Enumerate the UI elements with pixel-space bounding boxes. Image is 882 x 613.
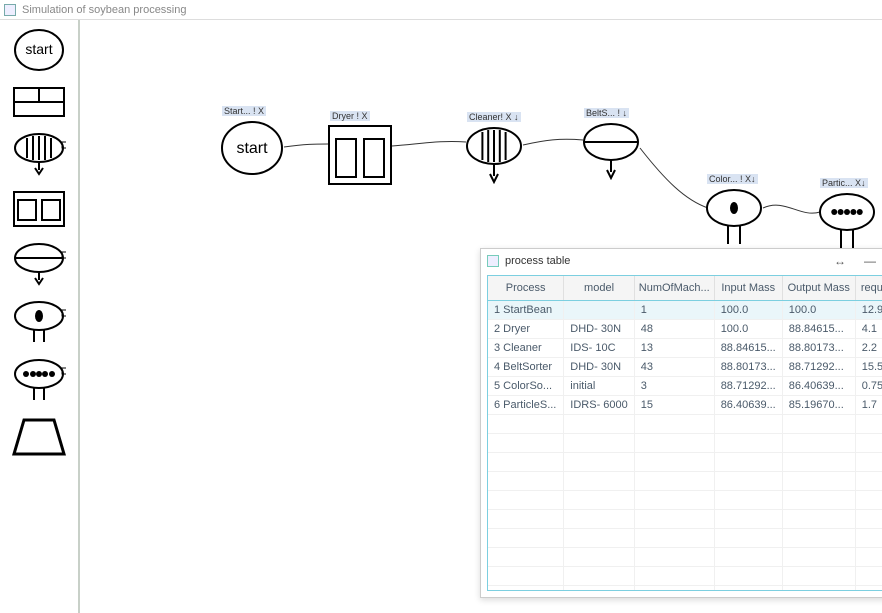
node-particle[interactable]: Partic... X↓ — [818, 192, 876, 253]
table-row-empty — [488, 453, 882, 472]
process-titlebar[interactable]: process table ↔ — □ ✕ — [481, 249, 882, 273]
table-row-empty — [488, 510, 882, 529]
col-header-3[interactable]: Input Mass — [714, 276, 782, 301]
node-tab-color[interactable]: Color... ! X↓ — [707, 174, 758, 184]
node-cleaner[interactable]: Cleaner! X ↓ — [465, 126, 523, 187]
app-titlebar: Simulation of soybean processing — [0, 0, 882, 20]
svg-text:start: start — [236, 140, 268, 157]
table-row[interactable]: 3 CleanerIDS- 10C1388.84615...88.80173..… — [488, 339, 882, 358]
edge-cleaner-belt — [523, 139, 583, 145]
process-table[interactable]: ProcessmodelNumOfMach...Input MassOutput… — [488, 276, 882, 591]
table-row[interactable]: 1 StartBean1100.0100.012.9 — [488, 301, 882, 320]
process-table-window[interactable]: process table ↔ — □ ✕ ProcessmodelNumOfM… — [480, 248, 882, 598]
node-tab-start[interactable]: Start... ! X — [222, 106, 266, 116]
table-row-empty — [488, 434, 882, 453]
palette-start-label: start — [25, 41, 52, 57]
col-header-4[interactable]: Output Mass — [782, 276, 855, 301]
table-row[interactable]: 2 DryerDHD- 30N48100.088.84615...4.1 — [488, 320, 882, 339]
node-belt[interactable]: BeltS... ! ↓ — [582, 122, 640, 183]
palette-vertical-bar-ellipse[interactable] — [12, 132, 66, 176]
edge-color-particle — [763, 205, 820, 213]
table-row[interactable]: 5 ColorSo...initial388.71292...86.40639.… — [488, 377, 882, 396]
table-row-empty — [488, 548, 882, 567]
table-row-empty — [488, 491, 882, 510]
main-area: start Start... ! XstartDryer ! XCle — [0, 20, 882, 613]
window-icon — [487, 255, 499, 267]
table-row-empty — [488, 472, 882, 491]
col-header-2[interactable]: NumOfMach... — [634, 276, 714, 301]
edge-dryer-cleaner — [392, 141, 466, 146]
table-row[interactable]: 4 BeltSorterDHD- 30N4388.80173...88.7129… — [488, 358, 882, 377]
palette-two-box[interactable] — [12, 190, 66, 228]
palette-two-row-box[interactable] — [12, 86, 66, 118]
resize-icon[interactable]: ↔ — [825, 254, 855, 268]
app-icon — [4, 4, 16, 16]
palette-start-circle[interactable]: start — [12, 28, 66, 72]
process-window-title: process table — [505, 255, 570, 267]
palette-half-ellipse[interactable] — [12, 242, 66, 286]
palette-dots-ellipse[interactable] — [12, 358, 66, 402]
palette-trapezoid[interactable] — [12, 416, 66, 458]
col-header-0[interactable]: Process — [488, 276, 564, 301]
palette-dot-ellipse[interactable] — [12, 300, 66, 344]
minimize-button[interactable]: — — [855, 254, 882, 268]
table-row-empty — [488, 567, 882, 586]
node-start[interactable]: Start... ! Xstart — [220, 120, 284, 179]
palette: start — [0, 20, 80, 613]
col-header-5[interactable]: required energy — [855, 276, 882, 301]
app-title: Simulation of soybean processing — [22, 4, 186, 16]
process-table-body: ProcessmodelNumOfMach...Input MassOutput… — [487, 275, 882, 591]
canvas[interactable]: Start... ! XstartDryer ! XCleaner! X ↓Be… — [80, 20, 882, 613]
node-tab-particle[interactable]: Partic... X↓ — [820, 178, 868, 188]
node-tab-cleaner[interactable]: Cleaner! X ↓ — [467, 112, 521, 122]
table-row[interactable]: 6 ParticleS...IDRS- 60001586.40639...85.… — [488, 396, 882, 415]
table-row-empty — [488, 529, 882, 548]
table-row-empty — [488, 415, 882, 434]
node-color[interactable]: Color... ! X↓ — [705, 188, 763, 249]
node-tab-belt[interactable]: BeltS... ! ↓ — [584, 108, 629, 118]
col-header-1[interactable]: model — [564, 276, 634, 301]
node-dryer[interactable]: Dryer ! X — [328, 125, 392, 188]
edge-start-dryer — [284, 144, 328, 147]
node-tab-dryer[interactable]: Dryer ! X — [330, 111, 370, 121]
table-row-empty — [488, 586, 882, 592]
edge-belt-color — [640, 148, 708, 208]
